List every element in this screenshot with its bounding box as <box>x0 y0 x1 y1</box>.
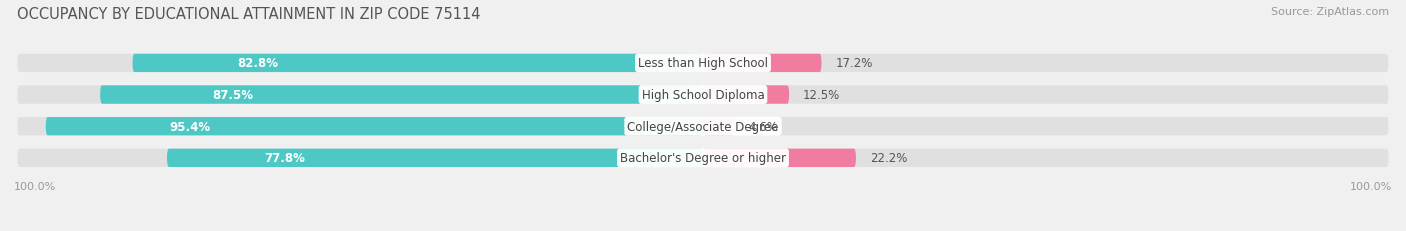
FancyBboxPatch shape <box>703 149 856 167</box>
Text: 87.5%: 87.5% <box>212 89 253 102</box>
FancyBboxPatch shape <box>167 149 703 167</box>
FancyBboxPatch shape <box>46 118 703 136</box>
Text: 17.2%: 17.2% <box>835 57 873 70</box>
FancyBboxPatch shape <box>710 149 1389 167</box>
FancyBboxPatch shape <box>703 86 789 104</box>
Text: OCCUPANCY BY EDUCATIONAL ATTAINMENT IN ZIP CODE 75114: OCCUPANCY BY EDUCATIONAL ATTAINMENT IN Z… <box>17 7 481 22</box>
FancyBboxPatch shape <box>710 118 1389 136</box>
Text: 22.2%: 22.2% <box>870 152 907 165</box>
FancyBboxPatch shape <box>132 55 703 73</box>
Text: High School Diploma: High School Diploma <box>641 89 765 102</box>
FancyBboxPatch shape <box>17 149 696 167</box>
Text: Source: ZipAtlas.com: Source: ZipAtlas.com <box>1271 7 1389 17</box>
Text: College/Associate Degree: College/Associate Degree <box>627 120 779 133</box>
FancyBboxPatch shape <box>710 86 1389 104</box>
FancyBboxPatch shape <box>710 55 1389 73</box>
FancyBboxPatch shape <box>17 86 696 104</box>
FancyBboxPatch shape <box>703 55 821 73</box>
Text: 95.4%: 95.4% <box>170 120 211 133</box>
Text: Less than High School: Less than High School <box>638 57 768 70</box>
FancyBboxPatch shape <box>703 118 735 136</box>
FancyBboxPatch shape <box>17 118 696 136</box>
Text: 100.0%: 100.0% <box>1350 181 1392 191</box>
Text: 12.5%: 12.5% <box>803 89 841 102</box>
Text: 77.8%: 77.8% <box>264 152 305 165</box>
FancyBboxPatch shape <box>100 86 703 104</box>
Text: Bachelor's Degree or higher: Bachelor's Degree or higher <box>620 152 786 165</box>
Text: 100.0%: 100.0% <box>14 181 56 191</box>
Text: 82.8%: 82.8% <box>238 57 278 70</box>
FancyBboxPatch shape <box>17 55 696 73</box>
Text: 4.6%: 4.6% <box>748 120 779 133</box>
